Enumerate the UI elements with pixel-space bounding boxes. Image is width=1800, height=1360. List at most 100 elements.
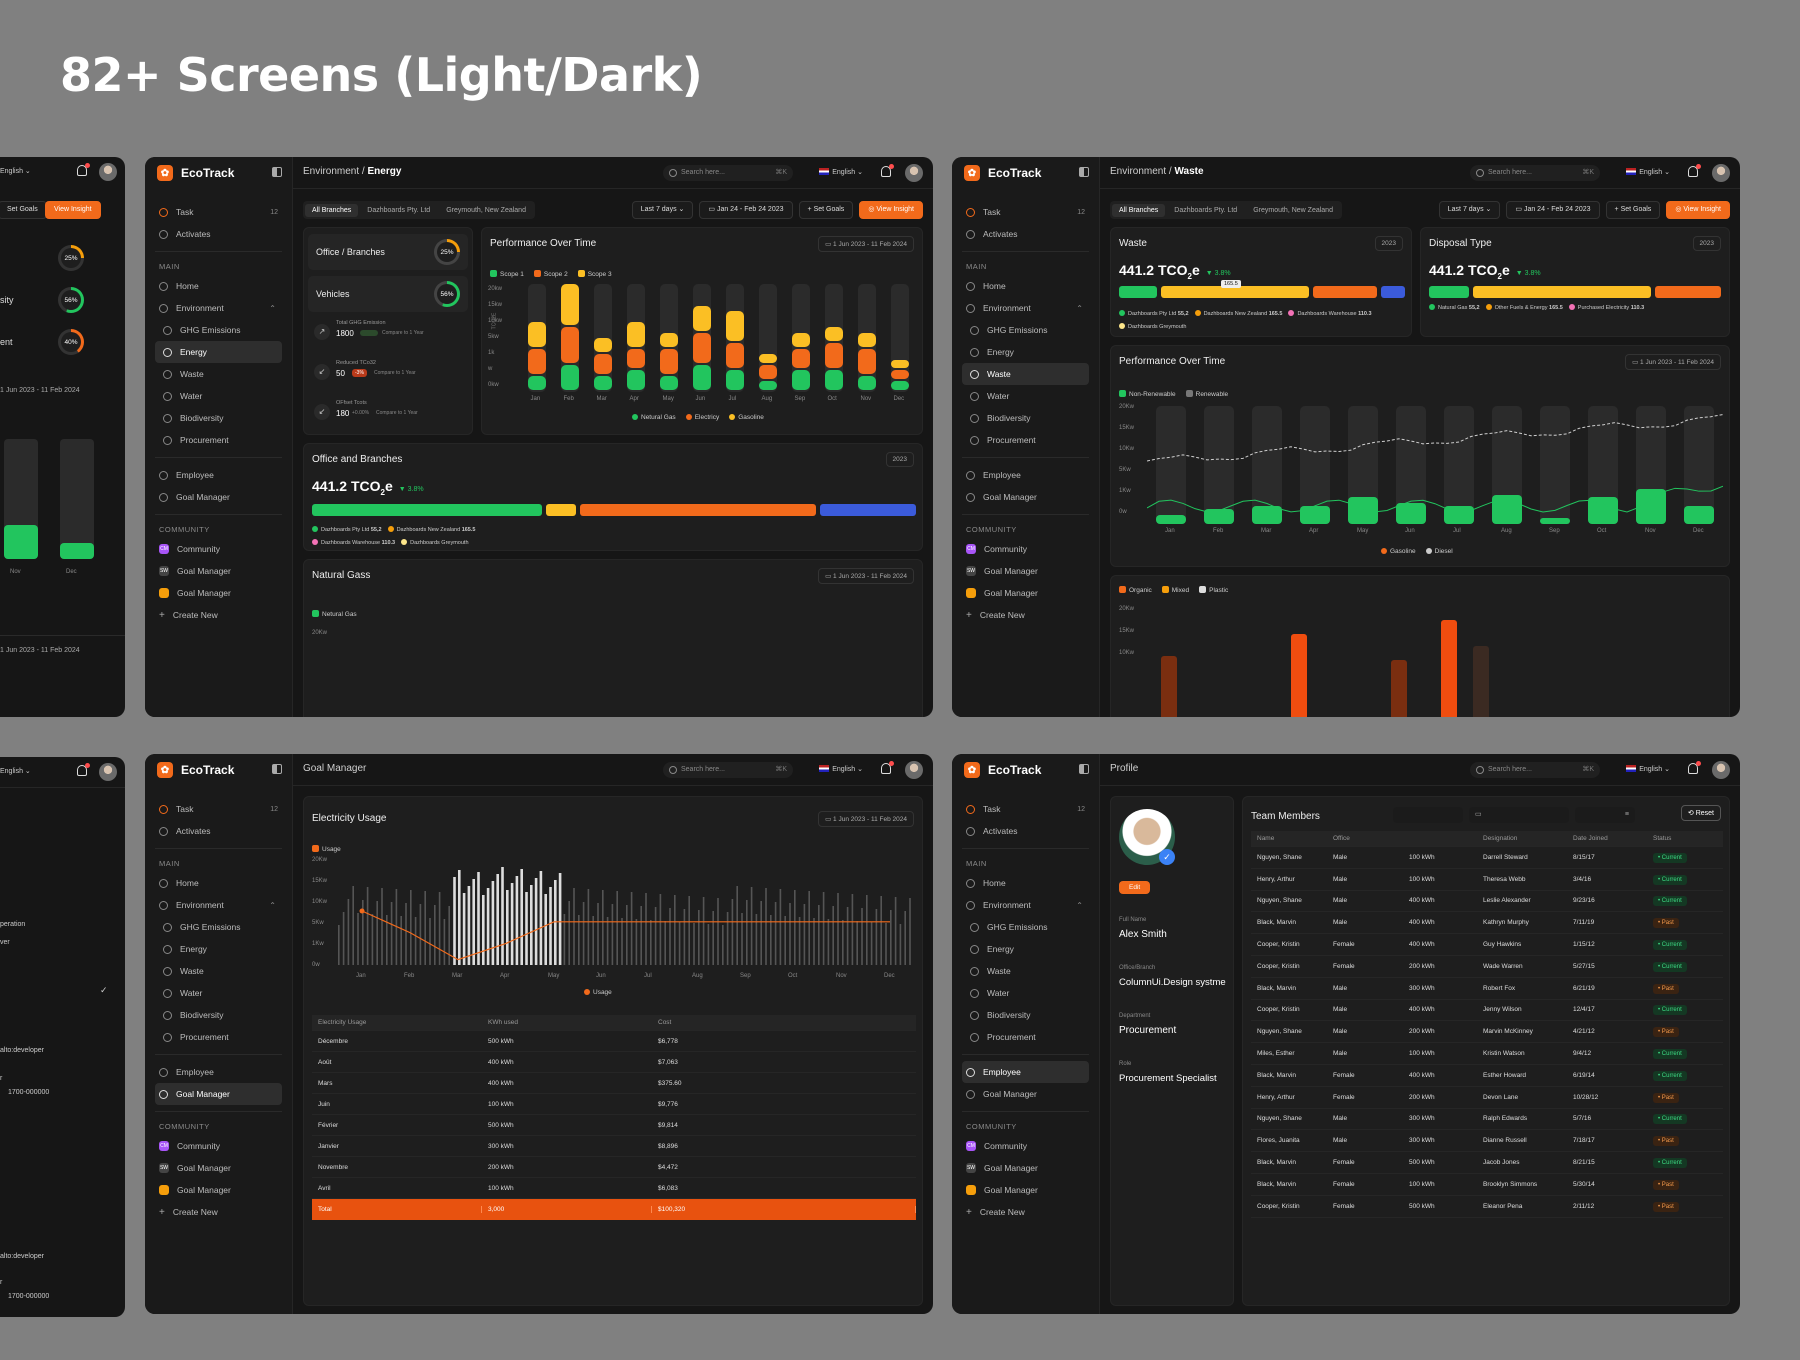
sidebar-toggle-icon[interactable] [1079,167,1089,177]
partial-set-goals[interactable]: Set Goals [0,201,47,219]
sidebar-item-goal-manager-3[interactable]: Goal Manager [962,1179,1089,1201]
bell-icon[interactable] [1688,761,1701,774]
electricity-range[interactable]: ▭ 1 Jun 2023 - 11 Feb 2024 [818,811,914,827]
sidebar-item-water[interactable]: Water [155,982,282,1004]
sidebar-item-procurement[interactable]: Procurement [155,429,282,451]
legend-plastic[interactable]: Plastic [1199,586,1228,594]
legend-scope-1[interactable]: Scope 1 [490,270,524,278]
sort-icon[interactable]: ≡ [1575,807,1635,823]
view-insight-button[interactable]: ◎ View Insight [859,201,923,219]
sidebar-item-goal-manager-3[interactable]: Goal Manager [962,582,1089,604]
legend-renewable[interactable]: Renewable [1185,390,1228,398]
legend-mixed[interactable]: Mixed [1161,586,1189,594]
bell-icon[interactable] [881,164,894,177]
set-goals-button[interactable]: + Set Goals [1605,201,1661,219]
avatar[interactable] [1712,164,1730,182]
sidebar-item-community[interactable]: CM Community [966,544,1027,554]
bell-icon[interactable] [881,761,894,774]
sidebar-item-activates[interactable]: Activates [962,820,1089,842]
sidebar-item-employee[interactable]: Employee [962,464,1089,486]
view-insight-button[interactable]: ◎ View Insight [1666,201,1730,219]
sidebar-item-home[interactable]: Home [155,872,282,894]
sidebar-item-task[interactable]: Task 12 [962,798,1089,820]
sidebar-item-procurement[interactable]: Procurement [962,1026,1089,1048]
sidebar-item-water[interactable]: Water [155,385,282,407]
sidebar-item-environment[interactable]: Environment ⌃ [155,297,282,319]
chip-greymouth[interactable]: Greymouth, New Zealand [446,206,526,214]
sidebar-item-ghg[interactable]: GHG Emissions [962,319,1089,341]
date-range[interactable]: ▭ Jan 24 - Feb 24 2023 [1506,201,1600,219]
sidebar-item-waste[interactable]: Waste [962,960,1089,982]
sidebar-item-energy[interactable]: Energy [962,938,1089,960]
legend-usage[interactable]: Usage [312,845,341,853]
sidebar-item-goal-manager[interactable]: Goal Manager [962,1083,1089,1105]
sidebar-toggle-icon[interactable] [1079,764,1089,774]
language-select[interactable]: English ⌄ [819,765,863,773]
language-select[interactable]: English ⌄ [1626,765,1670,773]
chip-pty[interactable]: Dazhboards Pty. Ltd [367,206,431,214]
sidebar-item-goal-manager-3[interactable]: Goal Manager [155,582,282,604]
sidebar-item-goal-manager-2[interactable]: SW Goal Manager [159,1163,231,1173]
sidebar-item-goal-manager[interactable]: Goal Manager [155,486,282,508]
waste-performance-range[interactable]: ▭ 1 Jun 2023 - 11 Feb 2024 [1625,354,1721,370]
sidebar-item-activates[interactable]: Activates [155,223,282,245]
chip-greymouth[interactable]: Greymouth, New Zealand [1253,206,1333,214]
sidebar-item-create-new[interactable]: + Create New [966,1206,1025,1218]
language-select[interactable]: English ⌄ [1626,168,1670,176]
sidebar-item-ghg[interactable]: GHG Emissions [962,916,1089,938]
search-input[interactable]: Search here... ⌘K [663,165,793,181]
sidebar-item-home[interactable]: Home [962,275,1089,297]
sidebar-item-home[interactable]: Home [962,872,1089,894]
legend-organic[interactable]: Organic [1119,586,1152,594]
sidebar-item-ghg[interactable]: GHG Emissions [155,319,282,341]
set-goals-button[interactable]: + Set Goals [798,201,854,219]
partial-lang-2[interactable]: English ⌄ [0,768,31,775]
sidebar-item-biodiversity[interactable]: Biodiversity [155,1004,282,1026]
sidebar-item-task[interactable]: Task 12 [155,201,282,223]
sidebar-item-activates[interactable]: Activates [155,820,282,842]
sidebar-item-employee[interactable]: Employee [155,1061,282,1083]
sidebar-toggle-icon[interactable] [272,764,282,774]
sidebar-toggle-icon[interactable] [272,167,282,177]
sidebar-item-community[interactable]: CM Community [966,1141,1027,1151]
period-select[interactable]: Last 7 days ⌄ [631,201,694,219]
search-input[interactable]: Search here... ⌘K [1470,762,1600,778]
sidebar-item-task[interactable]: Task 12 [155,798,282,820]
partial-view-insight[interactable]: View Insight [45,201,101,219]
sidebar-item-waste[interactable]: Waste [155,960,282,982]
sidebar-item-water[interactable]: Water [962,982,1089,1004]
avatar[interactable] [905,761,923,779]
sidebar-item-energy[interactable]: Energy [962,341,1089,363]
chip-all-branches[interactable]: All Branches [1112,203,1166,217]
sidebar-item-biodiversity[interactable]: Biodiversity [155,407,282,429]
sidebar-item-biodiversity[interactable]: Biodiversity [962,1004,1089,1026]
legend-scope-3[interactable]: Scope 3 [577,270,612,278]
sidebar-item-waste[interactable]: Waste [155,363,282,385]
date-range[interactable]: ▭ Jan 24 - Feb 24 2023 [699,201,793,219]
waste-year[interactable]: 2023 [1374,236,1403,251]
bell-icon[interactable] [1688,164,1701,177]
sidebar-item-energy[interactable]: Energy [155,938,282,960]
sidebar-item-goal-manager-2[interactable]: SW Goal Manager [966,1163,1038,1173]
partial-lower-5[interactable]: 1700-000000 [8,1089,50,1096]
calendar-icon[interactable]: ▭ [1469,807,1569,823]
legend-netural-gas[interactable]: Netural Gas [312,610,357,618]
sidebar-item-procurement[interactable]: Procurement [962,429,1089,451]
team-filter-1[interactable] [1393,807,1463,823]
sidebar-item-create-new[interactable]: + Create New [159,1206,218,1218]
sidebar-item-employee[interactable]: Employee [155,464,282,486]
legend-non-renewable[interactable]: Non-Renewable [1119,390,1176,398]
chip-pty[interactable]: Dazhboards Pty. Ltd [1174,206,1238,214]
avatar[interactable] [905,164,923,182]
sidebar-item-procurement[interactable]: Procurement [155,1026,282,1048]
natural-gas-range[interactable]: ▭ 1 Jun 2023 - 11 Feb 2024 [818,568,914,584]
sidebar-item-task[interactable]: Task 12 [962,201,1089,223]
partial-lang[interactable]: English ⌄ [0,168,31,175]
sidebar-item-create-new[interactable]: + Create New [159,609,218,621]
sidebar-item-community[interactable]: CM Community [159,544,220,554]
reset-button[interactable]: ⟲ Reset [1680,805,1721,821]
legend-scope-2[interactable]: Scope 2 [533,270,568,278]
language-select[interactable]: English ⌄ [819,168,863,176]
sidebar-item-environment[interactable]: Environment ⌃ [155,894,282,916]
avatar[interactable] [1712,761,1730,779]
